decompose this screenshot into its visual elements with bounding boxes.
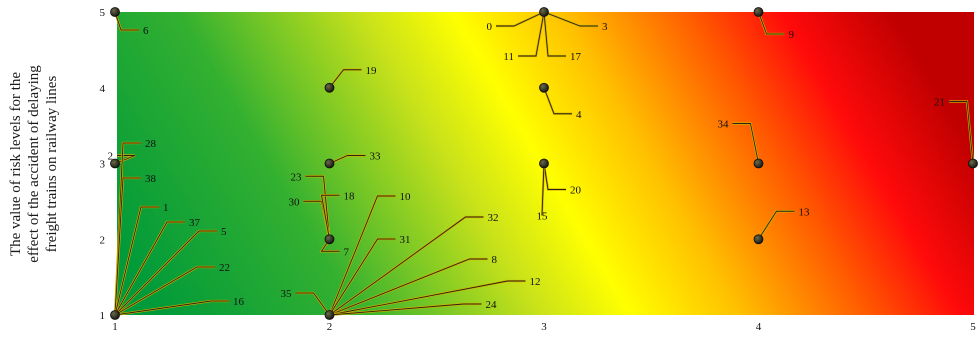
point-label-33: 33: [370, 151, 382, 163]
point-label-38: 38: [145, 173, 157, 185]
leader-line-core-9: [758, 11, 785, 35]
leader-line-core-3: [543, 11, 598, 27]
point-label-5: 5: [221, 226, 227, 238]
leader-line-core-24: [329, 303, 482, 316]
data-point: [968, 158, 978, 169]
point-labels: 0 3 11 17 6 9 19 4 21 34 33 20 15 2 23 30 18 7 13 28 38 1 37 5 2…: [108, 21, 946, 311]
leader-line-core-5: [114, 230, 217, 316]
data-point: [539, 7, 549, 17]
point-label-3: 3: [602, 21, 608, 33]
y-axis-label: The value of risk levels for the effect …: [8, 65, 60, 263]
x-tick-label: 3: [541, 321, 547, 333]
data-point: [539, 158, 549, 169]
point-label-35: 35: [281, 288, 293, 300]
y-tick-label: 2: [100, 234, 106, 246]
point-label-6: 6: [143, 25, 149, 37]
y-axis-ticks: 1 2 3 4 5: [100, 7, 106, 322]
y-tick-label: 3: [100, 159, 106, 171]
point-label-2: 2: [108, 151, 114, 163]
leader-line-core-18: [320, 194, 340, 240]
point-label-23: 23: [291, 171, 303, 183]
point-label-31: 31: [400, 234, 411, 246]
x-tick-label: 2: [327, 321, 333, 333]
data-points: [110, 7, 978, 320]
point-label-10: 10: [400, 191, 412, 203]
x-tick-label: 1: [112, 321, 118, 333]
leader-line-core-11: [518, 11, 545, 57]
point-label-21: 21: [934, 97, 945, 109]
y-tick-label: 4: [100, 83, 106, 95]
point-label-19: 19: [366, 65, 378, 77]
point-label-37: 37: [189, 217, 201, 229]
x-tick-label: 5: [970, 321, 976, 333]
data-point: [324, 310, 335, 320]
point-label-8: 8: [492, 254, 498, 266]
point-label-12: 12: [530, 276, 541, 288]
leader-line-core-20: [543, 163, 566, 190]
point-label-20: 20: [570, 185, 582, 197]
point-label-34: 34: [718, 119, 730, 131]
leader-lines: [113, 10, 975, 317]
leader-line-core-21: [949, 101, 974, 164]
leader-line-core-16: [114, 300, 229, 316]
leader-line-core-10: [329, 195, 396, 316]
data-point: [324, 82, 335, 93]
point-label-11: 11: [503, 51, 514, 63]
leader-line-core-12: [329, 280, 526, 316]
data-point: [110, 310, 120, 320]
point-label-7: 7: [344, 246, 350, 258]
point-label-22: 22: [219, 262, 230, 274]
data-point: [753, 158, 764, 169]
data-point: [753, 234, 764, 245]
point-label-16: 16: [233, 296, 245, 308]
leader-line-core-35: [295, 292, 330, 316]
point-label-13: 13: [799, 206, 811, 218]
point-label-24: 24: [486, 299, 498, 311]
y-axis-label-line-3: freight trains on railway lines: [44, 76, 60, 253]
leader-line-core-34: [732, 123, 759, 164]
y-axis-label-line-1: The value of risk levels for the: [8, 72, 24, 256]
data-point: [324, 158, 335, 169]
leader-line-core-1: [114, 206, 159, 316]
leader-line-core-33: [329, 155, 366, 164]
leader-line-core-15: [541, 163, 545, 216]
leader-line-core-13: [758, 210, 795, 240]
point-label-0: 0: [487, 21, 493, 33]
data-point: [753, 7, 764, 17]
leader-line-core-38: [114, 177, 141, 316]
point-label-4: 4: [576, 109, 582, 121]
point-label-30: 30: [289, 196, 301, 208]
leader-line-core-8: [329, 258, 488, 316]
point-label-32: 32: [488, 212, 499, 224]
leader-line-core-0: [496, 11, 545, 27]
leader-line-core-4: [543, 87, 572, 115]
x-tick-label: 4: [756, 321, 762, 333]
point-label-1: 1: [163, 202, 169, 214]
point-label-18: 18: [344, 190, 356, 202]
leader-line-core-22: [114, 266, 215, 316]
data-point: [110, 158, 120, 169]
y-axis-label-line-2: effect of the accident of delaying: [26, 65, 42, 263]
leader-line-core-31: [329, 238, 396, 316]
point-label-17: 17: [570, 51, 582, 63]
leader-line-core-37: [114, 221, 185, 316]
y-tick-label: 5: [100, 7, 106, 19]
y-tick-label: 1: [100, 310, 106, 322]
leader-line-core-6: [114, 11, 139, 31]
data-point: [110, 7, 120, 17]
leader-line-core-32: [329, 216, 484, 316]
point-label-28: 28: [145, 138, 157, 150]
leader-line-core-17: [543, 11, 566, 57]
leader-line-core-19: [329, 69, 362, 89]
data-point: [539, 82, 549, 93]
point-label-15: 15: [537, 211, 549, 223]
leader-line-core-23: [305, 175, 330, 240]
x-axis-ticks: 1 2 3 4 5: [112, 321, 976, 333]
data-point: [324, 234, 335, 245]
point-label-9: 9: [789, 29, 795, 41]
